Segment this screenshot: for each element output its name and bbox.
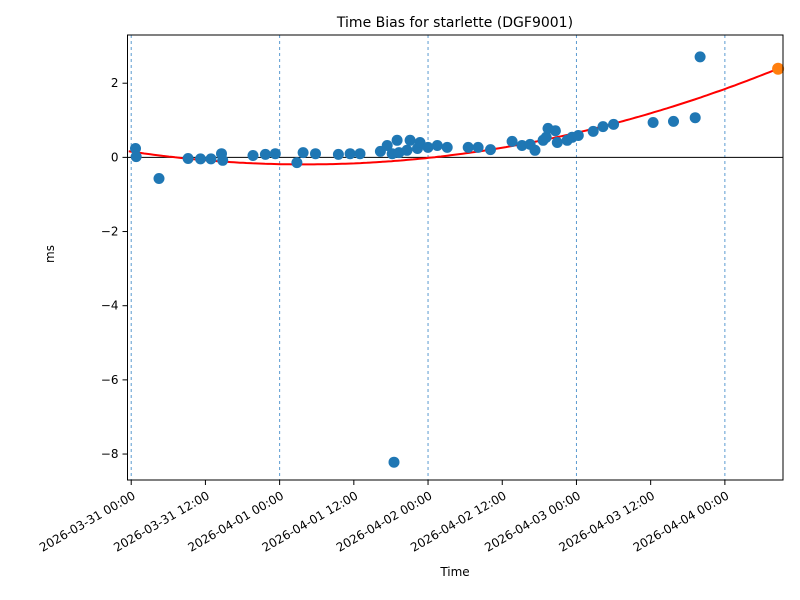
plot-border bbox=[127, 34, 784, 481]
data-point bbox=[551, 137, 563, 148]
data-point bbox=[462, 141, 474, 153]
data-point bbox=[354, 148, 366, 160]
data-point bbox=[689, 112, 701, 124]
data-point bbox=[391, 134, 403, 146]
data-point bbox=[549, 125, 561, 137]
data-point bbox=[404, 134, 416, 146]
data-point bbox=[529, 144, 541, 156]
data-point bbox=[422, 141, 434, 153]
data-point bbox=[130, 151, 142, 163]
data-point bbox=[381, 140, 393, 151]
data-point bbox=[332, 148, 344, 160]
x-axis-label: Time bbox=[440, 565, 470, 579]
data-point bbox=[130, 143, 141, 154]
y-tick-label: −8 bbox=[101, 447, 119, 461]
data-point bbox=[310, 148, 321, 160]
data-point bbox=[485, 144, 496, 156]
trend-line bbox=[128, 67, 779, 166]
data-point bbox=[516, 140, 528, 151]
data-point bbox=[195, 153, 206, 165]
data-point bbox=[269, 148, 281, 160]
highlight-point bbox=[772, 62, 785, 75]
data-point bbox=[540, 131, 552, 143]
data-point bbox=[608, 118, 620, 130]
data-point bbox=[259, 148, 271, 160]
y-tick-label: 0 bbox=[111, 150, 119, 164]
data-point bbox=[472, 141, 484, 153]
data-point bbox=[153, 173, 165, 184]
data-point bbox=[388, 456, 400, 468]
data-point bbox=[217, 154, 229, 166]
data-point bbox=[182, 153, 194, 164]
data-point bbox=[441, 141, 453, 153]
data-point bbox=[647, 117, 659, 128]
data-point bbox=[205, 153, 217, 165]
data-point bbox=[297, 147, 309, 159]
y-tick-label: 2 bbox=[111, 76, 119, 90]
data-point bbox=[291, 157, 303, 169]
data-point bbox=[431, 140, 443, 151]
data-point bbox=[597, 121, 609, 133]
data-point bbox=[414, 137, 426, 148]
y-tick-label: −6 bbox=[101, 373, 119, 387]
y-tick-label: −2 bbox=[101, 225, 119, 239]
y-tick-label: −4 bbox=[101, 299, 119, 313]
data-point bbox=[668, 115, 679, 127]
data-point bbox=[506, 135, 518, 147]
data-point bbox=[587, 125, 599, 137]
chart-title: Time Bias for starlette (DGF9001) bbox=[336, 15, 574, 31]
data-point bbox=[401, 144, 413, 156]
data-point bbox=[344, 148, 356, 160]
data-point bbox=[572, 130, 584, 141]
data-point bbox=[694, 51, 706, 63]
data-point bbox=[247, 150, 259, 161]
